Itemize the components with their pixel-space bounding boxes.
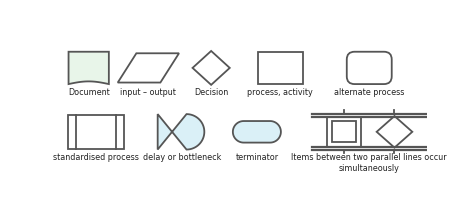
Text: alternate process: alternate process <box>334 88 404 97</box>
Text: delay or bottleneck: delay or bottleneck <box>143 153 221 162</box>
FancyBboxPatch shape <box>347 52 392 84</box>
Text: Decision: Decision <box>194 88 228 97</box>
Text: input – output: input – output <box>120 88 176 97</box>
Bar <box>327 117 361 147</box>
Bar <box>332 121 356 142</box>
Polygon shape <box>69 52 109 84</box>
Bar <box>68 115 124 149</box>
Text: terminator: terminator <box>235 153 278 162</box>
Polygon shape <box>158 114 204 150</box>
Text: standardised process: standardised process <box>53 153 138 162</box>
Polygon shape <box>233 121 281 142</box>
Polygon shape <box>377 116 412 148</box>
Text: Items between two parallel lines occur
simultaneously: Items between two parallel lines occur s… <box>292 153 447 173</box>
Polygon shape <box>118 53 179 83</box>
Bar <box>258 52 302 84</box>
Polygon shape <box>192 51 230 85</box>
Text: process, activity: process, activity <box>247 88 313 97</box>
Text: Document: Document <box>68 88 109 97</box>
